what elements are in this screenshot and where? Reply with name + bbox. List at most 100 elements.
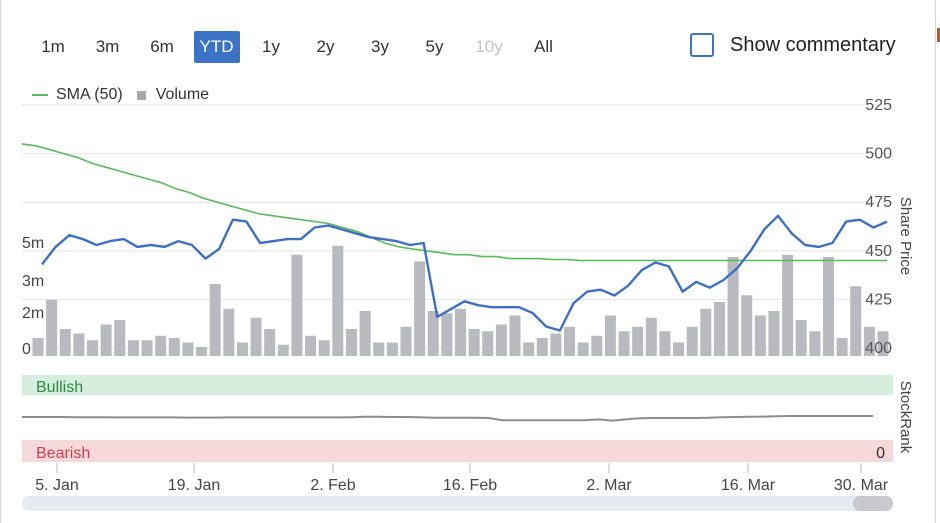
volume-bar bbox=[645, 317, 657, 356]
volume-bar bbox=[754, 315, 766, 356]
volume-bar bbox=[32, 338, 44, 356]
volume-bar bbox=[713, 302, 725, 356]
range-button-5y[interactable]: 5y bbox=[412, 31, 458, 63]
volume-bar bbox=[564, 326, 576, 356]
volume-axis-ticks: 5m 3m 2m 0 bbox=[22, 235, 44, 358]
volume-bar bbox=[250, 317, 262, 356]
x-tick-label: 19. Jan bbox=[168, 477, 220, 494]
volume-bar bbox=[87, 340, 99, 356]
x-tick-label: 2. Mar bbox=[586, 477, 632, 494]
volume-tick-label: 2m bbox=[22, 305, 44, 322]
navigator-scrollbar[interactable] bbox=[22, 496, 893, 511]
volume-bar bbox=[536, 338, 548, 356]
volume-bar bbox=[209, 284, 221, 356]
volume-bar bbox=[427, 311, 439, 356]
volume-bar bbox=[373, 342, 385, 356]
volume-bar bbox=[523, 342, 535, 356]
range-button-all[interactable]: All bbox=[521, 31, 567, 63]
bullish-band bbox=[22, 375, 893, 395]
sma-legend-swatch bbox=[32, 94, 48, 96]
volume-bar bbox=[495, 324, 507, 356]
volume-bar bbox=[604, 315, 616, 356]
volume-bar bbox=[236, 342, 248, 356]
range-button-1m[interactable]: 1m bbox=[30, 31, 76, 63]
volume-legend-swatch bbox=[136, 90, 146, 100]
x-tick-label: 16. Feb bbox=[443, 477, 497, 494]
volume-bar bbox=[850, 286, 862, 356]
price-tick-label: 425 bbox=[865, 291, 892, 308]
volume-bar bbox=[700, 308, 712, 356]
volume-bar bbox=[455, 308, 466, 356]
share-price-axis-ticks: 525 500 475 450 425 400 bbox=[865, 97, 892, 357]
range-selector: 1m 3m 6m YTD 1y 2y 3y 5y 10y All bbox=[30, 31, 575, 65]
volume-tick-label: 0 bbox=[22, 341, 31, 358]
bearish-label: Bearish bbox=[36, 445, 90, 462]
volume-bar bbox=[359, 311, 371, 356]
volume-bar bbox=[73, 333, 85, 356]
volume-bar bbox=[414, 261, 426, 356]
volume-bar bbox=[318, 340, 330, 356]
sma-legend-label: SMA (50) bbox=[56, 86, 123, 103]
volume-bar bbox=[468, 329, 480, 356]
volume-bar bbox=[591, 335, 603, 356]
volume-bar bbox=[345, 329, 357, 356]
bearish-band bbox=[22, 440, 893, 462]
volume-bar bbox=[795, 320, 807, 356]
volume-bar bbox=[659, 331, 671, 356]
volume-bar bbox=[836, 338, 848, 356]
share-price-axis-label: Share Price bbox=[897, 197, 914, 275]
volume-bar bbox=[332, 245, 344, 356]
legend: SMA (50) Volume bbox=[32, 86, 209, 104]
commentary-label: Show commentary bbox=[730, 33, 896, 56]
volume-bar bbox=[182, 342, 194, 356]
volume-bar bbox=[686, 326, 698, 356]
share-price-line bbox=[41, 214, 888, 332]
navigator-handle[interactable] bbox=[853, 496, 893, 511]
volume-bar bbox=[441, 313, 453, 356]
volume-bar bbox=[277, 344, 289, 356]
volume-bar bbox=[822, 257, 834, 356]
volume-bar bbox=[127, 340, 139, 356]
x-tick-label: 30. Mar bbox=[834, 477, 889, 494]
price-tick-label: 475 bbox=[865, 194, 892, 211]
volume-bar bbox=[155, 335, 167, 356]
volume-bar bbox=[59, 329, 71, 356]
stockrank-axis-label: StockRank bbox=[897, 381, 914, 454]
volume-bar bbox=[482, 331, 494, 356]
commentary-checkbox[interactable] bbox=[690, 33, 714, 57]
volume-bar bbox=[114, 320, 126, 356]
volume-bars bbox=[32, 245, 889, 356]
volume-bar bbox=[223, 308, 235, 356]
volume-bar bbox=[877, 331, 889, 356]
volume-bar bbox=[400, 326, 412, 356]
x-axis-ticks: 5. Jan 19. Jan 2. Feb 16. Feb 2. Mar 16. Mar 3… bbox=[35, 463, 889, 494]
price-tick-label: 500 bbox=[865, 146, 892, 163]
volume-bar bbox=[727, 257, 739, 356]
stockrank-zero-tick: 0 bbox=[876, 445, 885, 462]
range-button-3y[interactable]: 3y bbox=[357, 31, 403, 63]
volume-tick-label: 5m bbox=[22, 235, 44, 252]
x-tick-label: 16. Mar bbox=[721, 477, 776, 494]
range-button-6m[interactable]: 6m bbox=[139, 31, 185, 63]
range-button-10y: 10y bbox=[466, 31, 512, 63]
volume-bar bbox=[168, 338, 180, 356]
volume-bar bbox=[673, 342, 685, 356]
bullish-label: Bullish bbox=[36, 379, 83, 396]
range-button-ytd[interactable]: YTD bbox=[193, 31, 240, 63]
volume-bar bbox=[100, 324, 112, 356]
range-button-2y[interactable]: 2y bbox=[303, 31, 349, 63]
show-commentary-toggle[interactable]: Show commentary bbox=[690, 33, 896, 57]
stockrank-line bbox=[22, 415, 873, 422]
volume-bar bbox=[46, 299, 58, 356]
volume-bar bbox=[768, 311, 780, 356]
range-button-3m[interactable]: 3m bbox=[85, 31, 131, 63]
volume-bar bbox=[264, 329, 276, 356]
volume-bar bbox=[291, 254, 303, 356]
volume-bar bbox=[863, 326, 875, 356]
price-tick-label: 400 bbox=[865, 340, 892, 357]
volume-bar bbox=[386, 342, 398, 356]
range-button-1y[interactable]: 1y bbox=[248, 31, 294, 63]
volume-bar bbox=[305, 335, 317, 356]
